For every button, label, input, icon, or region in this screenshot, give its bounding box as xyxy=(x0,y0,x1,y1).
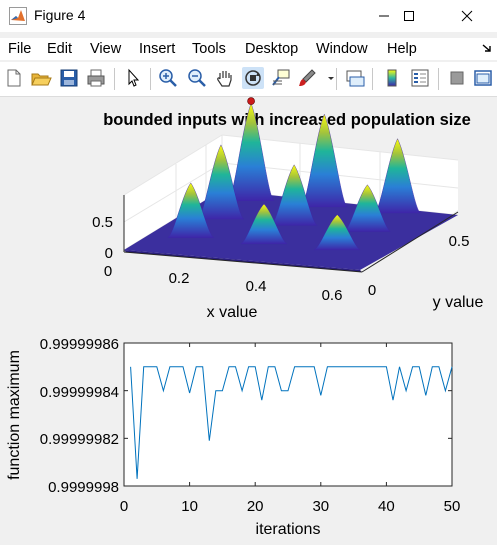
line-axis-ticks xyxy=(123,342,453,487)
z-tick-label: 0.5 xyxy=(92,214,113,231)
figure-toolbar xyxy=(0,62,497,97)
menu-tools[interactable]: Tools xyxy=(192,41,226,57)
figure-canvas[interactable]: bounded inputs with increased population… xyxy=(0,97,497,540)
menu-desktop[interactable]: Desktop xyxy=(245,41,299,57)
line-plot: 0.99999986 0.99999984 0.99999982 0.99999… xyxy=(6,336,460,538)
pan-hand-icon[interactable] xyxy=(214,67,236,89)
brush-dropdown-chevron-down-icon[interactable] xyxy=(320,67,334,89)
function-maximum-line xyxy=(130,366,453,479)
toolbar-separator xyxy=(150,68,151,90)
menu-view[interactable]: View xyxy=(90,41,122,57)
hide-plot-tools-icon[interactable] xyxy=(446,67,468,89)
open-file-icon[interactable] xyxy=(30,67,52,89)
menu-edit[interactable]: Edit xyxy=(47,41,72,57)
surface-plot: bounded inputs with increased population… xyxy=(92,97,484,321)
x-tick-label: 0.6 xyxy=(322,287,343,304)
x-axis-line xyxy=(123,251,363,273)
matlab-logo-icon xyxy=(9,7,27,25)
zoom-out-icon[interactable] xyxy=(186,67,208,89)
line-axes-box xyxy=(123,342,453,487)
z-tick-label: 0 xyxy=(105,245,113,262)
legend-icon[interactable] xyxy=(409,67,431,89)
select-arrow-icon[interactable] xyxy=(122,67,144,89)
surface-x-axis-label: x value xyxy=(207,304,258,321)
menu-bar: File Edit View Insert Tools Desktop Wind… xyxy=(0,38,497,60)
y-axis-line xyxy=(361,211,459,273)
figure-svg: bounded inputs with increased population… xyxy=(6,97,484,538)
zoom-in-icon[interactable] xyxy=(157,67,179,89)
toolbar-separator xyxy=(336,68,337,90)
save-icon[interactable] xyxy=(58,67,80,89)
close-icon xyxy=(461,10,473,22)
rotate-3d-icon[interactable] xyxy=(242,67,264,89)
menu-window[interactable]: Window xyxy=(316,41,368,57)
best-point-marker xyxy=(247,97,255,105)
show-plot-tools-icon[interactable] xyxy=(472,67,494,89)
y-tick-label: 0.99999982 xyxy=(40,431,119,448)
toolbar-separator xyxy=(372,68,373,90)
surface-peak xyxy=(240,203,288,244)
surface-peak xyxy=(374,138,421,214)
surface-peak xyxy=(197,144,245,220)
maximize-icon xyxy=(404,11,414,21)
minimize-button[interactable] xyxy=(361,0,407,32)
colorbar-icon[interactable] xyxy=(381,67,403,89)
surface-y-axis-label: y value xyxy=(433,294,484,311)
surface-peak xyxy=(167,182,214,238)
line-x-axis-label: iterations xyxy=(256,521,321,538)
surface-peak xyxy=(271,164,318,226)
x-tick-label: 30 xyxy=(312,498,329,515)
menu-overflow-arrow-icon[interactable] xyxy=(481,42,493,58)
x-tick-label: 0 xyxy=(104,263,112,280)
maximize-button[interactable] xyxy=(386,0,432,32)
toolbar-separator xyxy=(114,68,115,90)
menu-insert[interactable]: Insert xyxy=(139,41,176,57)
x-tick-label: 0 xyxy=(120,498,128,515)
surface-peak xyxy=(314,214,361,251)
y-tick-label: 0.9999998 xyxy=(48,479,119,496)
link-plot-icon[interactable] xyxy=(344,67,366,89)
window-title: Figure 4 xyxy=(34,7,86,23)
print-icon[interactable] xyxy=(85,67,107,89)
surface-peaks xyxy=(167,102,421,251)
y-tick-label: 0.99999986 xyxy=(40,336,119,353)
toolbar-separator xyxy=(438,68,439,90)
brush-icon[interactable] xyxy=(296,67,318,89)
x-tick-label: 40 xyxy=(378,498,395,515)
x-tick-label: 10 xyxy=(181,498,198,515)
close-button[interactable] xyxy=(444,0,490,32)
y-tick-label: 0.99999984 xyxy=(40,384,119,401)
menu-help[interactable]: Help xyxy=(387,41,417,57)
y-tick-label: 0.5 xyxy=(449,233,470,250)
x-tick-label: 20 xyxy=(247,498,264,515)
menu-file[interactable]: File xyxy=(8,41,32,57)
line-y-axis-label: function maximum xyxy=(6,350,23,480)
minimize-icon xyxy=(379,15,389,17)
title-bar: Figure 4 xyxy=(0,0,497,32)
x-tick-label: 0.2 xyxy=(169,270,190,287)
surface-plot-title: bounded inputs with increased population… xyxy=(103,111,471,129)
surface-peak xyxy=(344,184,391,232)
x-tick-label: 50 xyxy=(444,498,461,515)
new-figure-icon[interactable] xyxy=(3,67,25,89)
x-tick-label: 0.4 xyxy=(246,278,267,295)
y-tick-label: 0 xyxy=(368,282,376,299)
data-cursor-icon[interactable] xyxy=(270,67,292,89)
